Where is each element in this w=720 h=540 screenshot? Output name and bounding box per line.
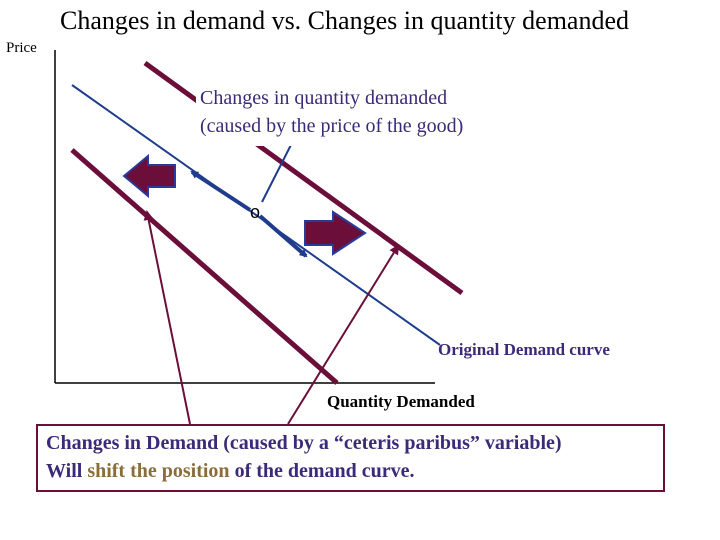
quantity-demanded-label-bg	[196, 86, 522, 146]
note-highlight: shift the position	[87, 460, 230, 482]
quantity-demanded-label-line2: (caused by the price of the good)	[200, 115, 464, 137]
note-pointer-right	[287, 244, 400, 425]
y-axis-label: Price	[6, 40, 37, 56]
note-pointer-left	[143, 210, 191, 425]
page-title: Changes in demand vs. Changes in quantit…	[60, 6, 630, 35]
movement-up-arrow	[190, 170, 252, 212]
note-line2: Will shift the position of the demand cu…	[46, 460, 415, 483]
note-line2-start: Will	[46, 460, 88, 482]
shift-left-arrow	[122, 153, 176, 199]
original-demand-curve	[71, 84, 441, 346]
movement-down-arrow	[258, 214, 308, 258]
note-line2-end: of the demand curve.	[229, 460, 415, 482]
original-demand-curve-label: Original Demand curve	[438, 340, 610, 359]
note-line1: Changes in Demand (caused by a “ceteris …	[46, 432, 562, 454]
quantity-demanded-label-line1: Changes in quantity demanded	[200, 87, 448, 109]
qd-pointer-line	[261, 134, 297, 203]
shifted-demand-curve-left	[70, 148, 339, 385]
changes-in-demand-note: Changes in Demand (caused by a “ceteris …	[36, 424, 665, 492]
equilibrium-point-marker: o	[250, 202, 261, 222]
x-axis-label: Quantity Demanded	[327, 392, 475, 411]
shift-right-arrow	[304, 210, 367, 256]
